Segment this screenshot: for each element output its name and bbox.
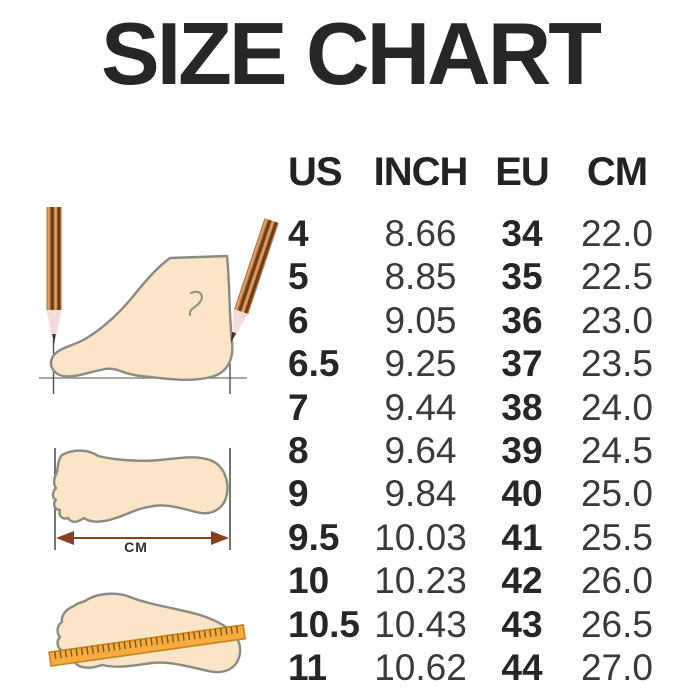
cell-eu: 44 (501, 646, 543, 688)
cell-inch: 10.62 (374, 646, 467, 688)
cell-cm: 25.5 (580, 516, 653, 558)
cell-us: 6.5 (288, 343, 340, 385)
cell-us: 8 (288, 429, 309, 471)
cell-us: 10 (288, 560, 330, 602)
cell-cm: 22.5 (580, 256, 653, 298)
column-header-inch: INCH (373, 150, 469, 194)
cell-us: 9.5 (288, 516, 340, 558)
size-table-header: US INCH EU CM (288, 150, 663, 194)
cell-eu: 39 (501, 429, 543, 471)
cell-us: 11 (288, 646, 328, 688)
pencil-icon (230, 218, 279, 343)
cell-cm: 23.0 (580, 299, 653, 341)
cell-cm: 26.0 (580, 560, 653, 602)
page-title: SIZE CHART (101, 4, 602, 103)
cell-inch: 9.64 (384, 429, 457, 471)
cell-inch: 9.44 (384, 386, 457, 428)
cell-inch: 10.03 (374, 516, 467, 558)
cell-cm: 24.0 (580, 386, 653, 428)
footprint-icon (51, 449, 229, 523)
cell-eu: 36 (501, 299, 543, 341)
cm-unit-label: CM (124, 539, 148, 555)
cell-us: 5 (288, 256, 309, 298)
cell-cm: 25.0 (580, 473, 653, 515)
cell-eu: 37 (501, 343, 543, 385)
pencil-icon (46, 207, 62, 345)
cell-eu: 34 (501, 213, 543, 254)
cell-us: 4 (288, 213, 309, 254)
measure-arrow-icon (56, 531, 229, 545)
cell-inch: 10.43 (374, 603, 467, 645)
cell-inch: 9.25 (384, 343, 457, 385)
ankle-crease (188, 290, 203, 316)
cell-inch: 8.66 (384, 213, 457, 254)
cell-us: 7 (288, 386, 309, 428)
cell-inch: 10.23 (374, 560, 467, 602)
cell-eu: 40 (501, 473, 543, 515)
footprint-with-ruler-icon (48, 592, 246, 674)
cell-eu: 38 (501, 386, 543, 428)
cell-inch: 8.85 (384, 256, 457, 298)
column-header-eu: EU (495, 150, 550, 194)
cell-eu: 42 (501, 560, 543, 602)
column-header-us: US (288, 150, 343, 194)
cell-us: 10.5 (288, 603, 361, 645)
cell-eu: 35 (501, 256, 543, 298)
cell-cm: 27.0 (580, 646, 653, 688)
foot-side-icon (49, 254, 234, 382)
cell-us: 9 (288, 473, 309, 515)
column-header-cm: CM (586, 150, 648, 194)
cell-inch: 9.05 (384, 299, 457, 341)
cell-eu: 43 (501, 603, 543, 645)
cell-cm: 23.5 (580, 343, 653, 385)
ruler-icon (48, 623, 246, 667)
cell-cm: 24.5 (580, 429, 653, 471)
cell-inch: 9.84 (384, 473, 457, 515)
cell-cm: 22.0 (580, 213, 653, 254)
foot-side-with-pencils-icon (39, 207, 279, 394)
cell-us: 6 (288, 299, 309, 341)
cell-cm: 26.5 (580, 603, 653, 645)
size-table: 4 8.66 34 22.0 5 8.85 35 22.5 6 9.05 36 … (288, 212, 663, 689)
footprint-length-arrow-icon: CM (51, 448, 231, 555)
cell-eu: 41 (501, 516, 543, 558)
